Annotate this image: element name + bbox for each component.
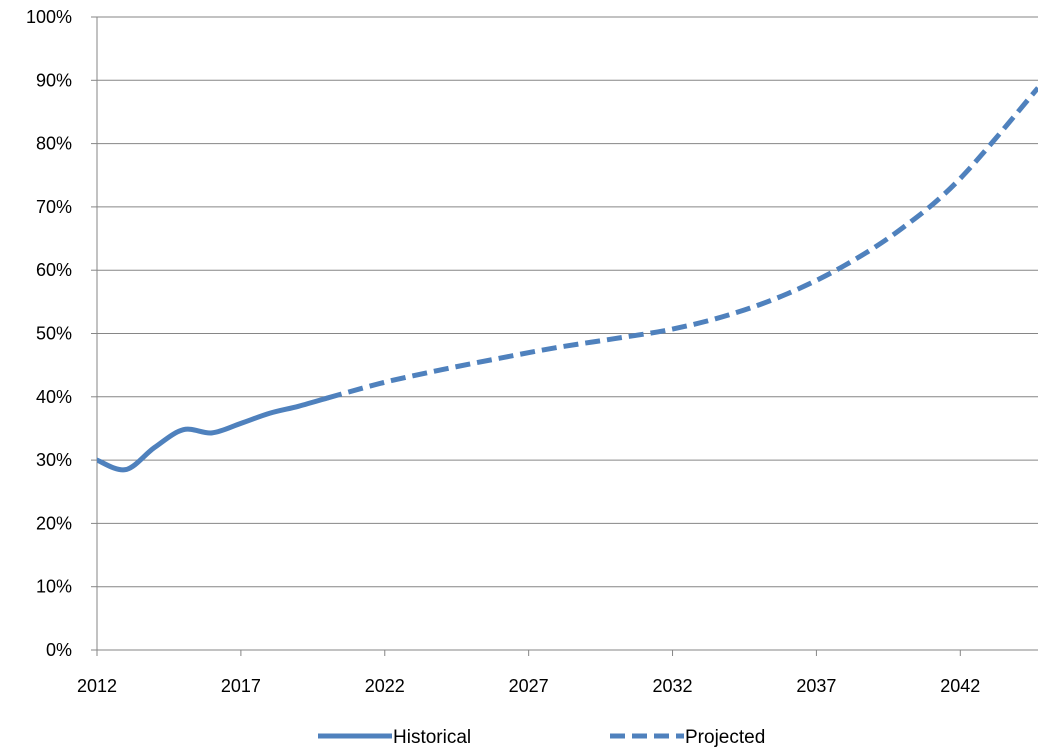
y-tick-label: 0% (46, 640, 72, 660)
y-tick-label: 40% (36, 387, 72, 407)
y-tick-label: 20% (36, 513, 72, 533)
y-tick-label: 10% (36, 577, 72, 597)
legend-label-projected: Projected (685, 727, 765, 748)
y-tick-label: 60% (36, 260, 72, 280)
x-tick-label: 2017 (221, 676, 261, 696)
y-tick-label: 100% (26, 7, 72, 27)
x-tick-label: 2042 (940, 676, 980, 696)
x-tick-label: 2032 (653, 676, 693, 696)
y-tick-label: 30% (36, 450, 72, 470)
y-tick-label: 80% (36, 134, 72, 154)
y-tick-label: 90% (36, 70, 72, 90)
x-tick-label: 2022 (365, 676, 405, 696)
legend-label-historical: Historical (393, 727, 471, 748)
y-tick-label: 70% (36, 197, 72, 217)
series-line-projected (326, 86, 1038, 401)
x-tick-label: 2012 (77, 676, 117, 696)
series-line-historical (97, 395, 330, 473)
x-tick-label: 2037 (796, 676, 836, 696)
y-tick-label: 50% (36, 324, 72, 344)
x-tick-label: 2027 (509, 676, 549, 696)
